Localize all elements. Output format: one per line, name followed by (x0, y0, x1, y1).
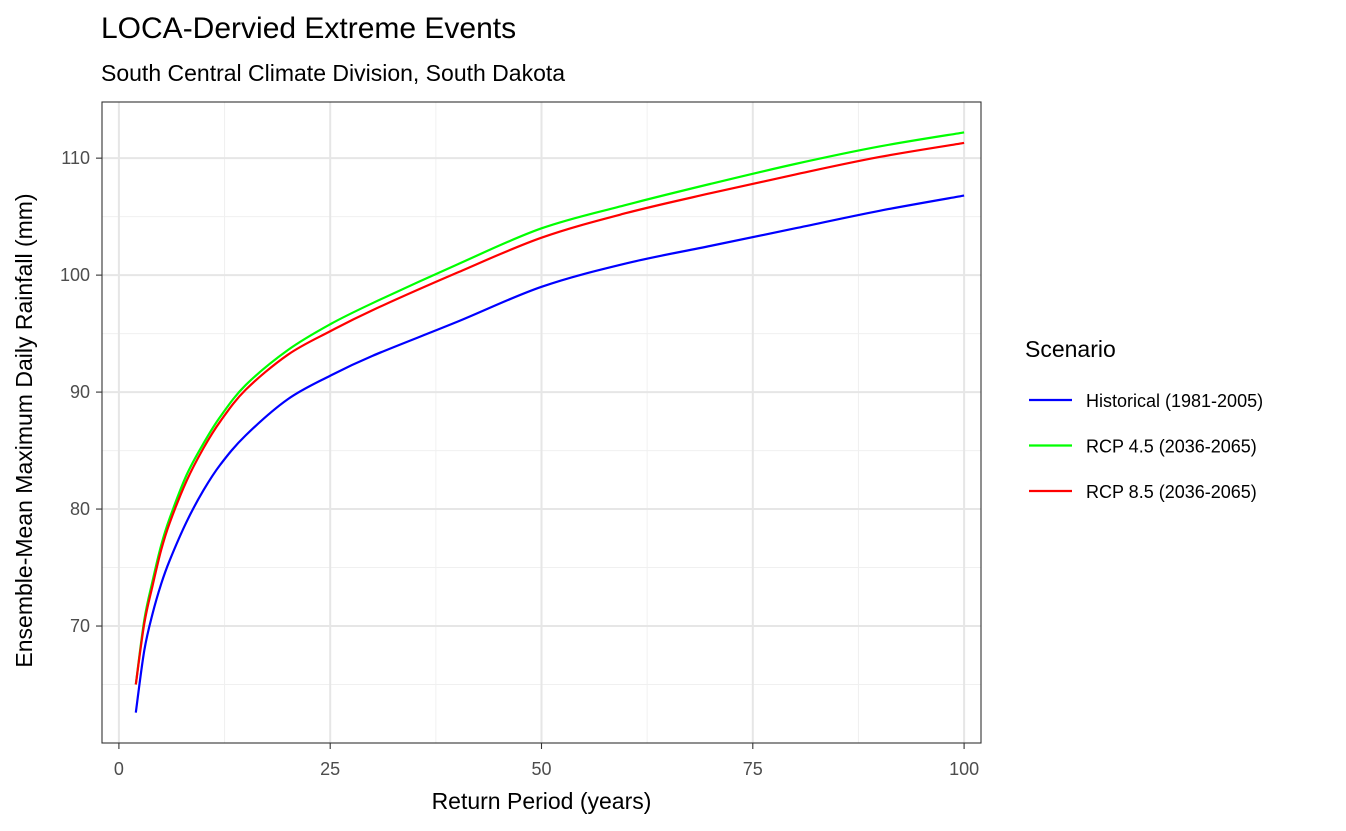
y-axis: 70 80 90 100 110 (60, 148, 102, 636)
y-tick-label: 80 (70, 499, 90, 519)
plot-panel (101, 101, 982, 744)
y-tick-label: 110 (61, 148, 90, 168)
series-line-rcp-4-5-2036-2065 (134, 131, 965, 685)
chart-title: LOCA-Dervied Extreme Events (101, 12, 516, 45)
y-tick-label: 100 (60, 265, 90, 285)
y-tick-label: 70 (70, 616, 90, 636)
chart-subtitle: South Central Climate Division, South Da… (101, 60, 565, 86)
grid-major-lines (102, 102, 981, 743)
series-line-historical-1981-2005 (134, 194, 965, 713)
x-axis-title: Return Period (years) (432, 788, 652, 814)
legend-title: Scenario (1025, 336, 1116, 362)
x-tick-label: 100 (949, 759, 979, 779)
series-line-rcp-8-5-2036-2065 (134, 141, 965, 685)
x-tick-label: 25 (320, 759, 340, 779)
legend-label-rcp-8-5-2036-2065: RCP 8.5 (2036-2065) (1086, 482, 1257, 502)
x-tick-label: 50 (531, 759, 551, 779)
x-tick-label: 0 (114, 759, 124, 779)
y-tick-label: 90 (70, 382, 90, 402)
legend-label-rcp-4-5-2036-2065: RCP 4.5 (2036-2065) (1086, 437, 1257, 457)
y-axis-title: Ensemble-Mean Maximum Daily Rainfall (mm… (11, 193, 37, 667)
x-axis: 0 25 50 75 100 (114, 743, 979, 779)
legend-label-historical-1981-2005: Historical (1981-2005) (1086, 391, 1263, 411)
x-tick-label: 75 (743, 759, 763, 779)
series-lines (134, 131, 965, 713)
legend: Scenario Historical (1981-2005) RCP 4.5 (… (1025, 336, 1263, 502)
